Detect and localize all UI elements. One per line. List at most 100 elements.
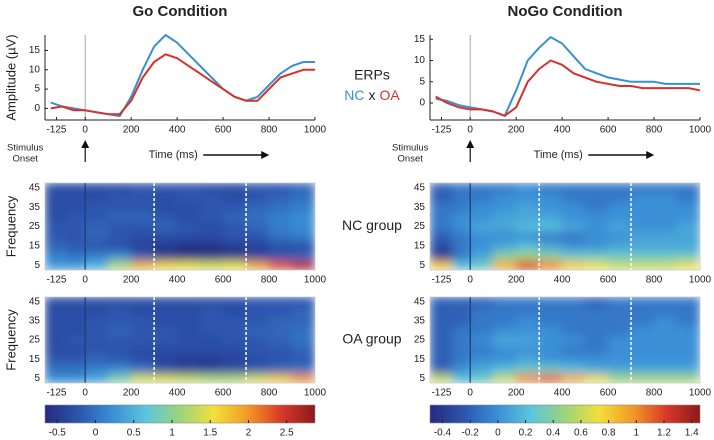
- heatmap-cell: [430, 240, 454, 252]
- colorbar-tick-label: 1: [169, 428, 175, 439]
- heatmap-cell: [107, 334, 132, 346]
- heatmap-cell: [130, 240, 155, 252]
- heatmap-cell: [607, 211, 632, 223]
- heatmap-cell: [584, 230, 609, 242]
- heatmap-cell: [538, 230, 563, 242]
- heatmap-cell: [176, 353, 201, 365]
- heatmap-cell: [130, 201, 155, 213]
- heatmap-cell: [538, 315, 563, 327]
- heatmap: [45, 183, 315, 270]
- heatmap-cell: [67, 221, 86, 232]
- heatmap-cell: [291, 211, 315, 223]
- y-tick-label: 45: [414, 182, 426, 193]
- heatmap-cell: [430, 306, 454, 317]
- heatmap-cell: [84, 192, 109, 203]
- heatmap-cell: [222, 230, 247, 242]
- heatmap-cell: [153, 306, 178, 317]
- x-axis-label: Time (ms): [534, 149, 583, 161]
- heatmap-cell: [452, 240, 471, 252]
- heatmap-cell: [469, 334, 494, 346]
- x-tick-label: 800: [646, 275, 663, 286]
- heatmap-cell: [222, 334, 247, 346]
- x-tick-label: 200: [123, 275, 140, 286]
- heatmap-cell: [653, 221, 678, 232]
- x-tick-label: 0: [82, 388, 88, 399]
- heatmap-cell: [538, 353, 563, 365]
- y-tick-label: 35: [414, 202, 426, 213]
- heatmap-cell: [538, 344, 563, 355]
- x-tick-label: 400: [169, 275, 186, 286]
- heatmap-cell: [245, 353, 270, 365]
- heatmap-cell: [45, 353, 69, 365]
- heatmap-cell: [584, 183, 609, 194]
- heatmap-cell: [130, 259, 155, 270]
- heatmap-cell: [268, 211, 293, 223]
- heatmap-cell: [222, 240, 247, 252]
- heatmap-cell: [584, 250, 609, 261]
- heatmap-cell: [561, 211, 586, 223]
- heatmap-cell: [561, 315, 586, 327]
- heatmap-cell: [291, 201, 315, 213]
- heatmap-cell: [268, 192, 293, 203]
- heatmap-cell: [268, 183, 293, 194]
- heatmap-cell: [291, 240, 315, 252]
- heatmap-cell: [199, 334, 224, 346]
- heatmap-cell: [653, 192, 678, 203]
- heatmap-cell: [584, 297, 609, 308]
- heatmap-cell: [630, 344, 655, 355]
- heatmap-cell: [653, 353, 678, 365]
- heatmap-cell: [469, 297, 494, 308]
- heatmap-cell: [584, 334, 609, 346]
- heatmap-cell: [67, 306, 86, 317]
- heatmap-cell: [630, 183, 655, 194]
- heatmap-cell: [607, 334, 632, 346]
- heatmap-cells: [430, 297, 700, 383]
- y-tick-label: 15: [414, 34, 426, 45]
- heatmap-cell: [515, 315, 540, 327]
- heatmap-cell: [199, 363, 224, 374]
- heatmap-cell: [245, 259, 270, 270]
- heatmap-cell: [130, 372, 155, 383]
- heatmap-cell: [630, 325, 655, 336]
- heatmap-cell: [492, 334, 517, 346]
- heatmap-cell: [452, 250, 471, 261]
- heatmap-cell: [430, 372, 454, 383]
- heatmap-cell: [515, 259, 540, 270]
- heatmap-cell: [130, 250, 155, 261]
- colorbar: [429, 404, 701, 424]
- heatmap-cell: [492, 353, 517, 365]
- x-tick-label: 200: [123, 125, 140, 136]
- heatmap-cell: [45, 372, 69, 383]
- heatmap-cell: [607, 240, 632, 252]
- x-tick-label: 600: [215, 125, 232, 136]
- heatmap-cell: [199, 259, 224, 270]
- heatmap-cell: [492, 192, 517, 203]
- colorbar-tick-label: 0.6: [574, 428, 588, 439]
- heatmap-cell: [153, 183, 178, 194]
- heatmap-cell: [630, 363, 655, 374]
- heatmap-cell: [630, 201, 655, 213]
- heatmap-cell: [199, 240, 224, 252]
- heatmap-cell: [199, 306, 224, 317]
- heatmap-cell: [67, 334, 86, 346]
- colorbar-tick-label: -0.4: [434, 428, 452, 439]
- heatmap-cell: [676, 325, 700, 336]
- heatmap-cell: [222, 315, 247, 327]
- heatmap-cell: [561, 334, 586, 346]
- heatmap-cell: [84, 211, 109, 223]
- heatmap-cell: [245, 183, 270, 194]
- colorbar-tick-label: 1.2: [657, 428, 671, 439]
- heatmap-cell: [245, 297, 270, 308]
- heatmap-cell: [607, 363, 632, 374]
- heatmap-cell: [245, 363, 270, 374]
- x-tick-label: 1000: [689, 125, 712, 136]
- heatmap: [430, 183, 700, 270]
- colorbar-tick-label: -0.5: [49, 428, 67, 439]
- heatmap-cell: [561, 192, 586, 203]
- heatmap-cell: [245, 306, 270, 317]
- heatmap-cell: [245, 315, 270, 327]
- colorbar: [44, 404, 316, 424]
- heatmap-cell: [176, 315, 201, 327]
- heatmap-cell: [107, 315, 132, 327]
- heatmap-cell: [676, 221, 700, 232]
